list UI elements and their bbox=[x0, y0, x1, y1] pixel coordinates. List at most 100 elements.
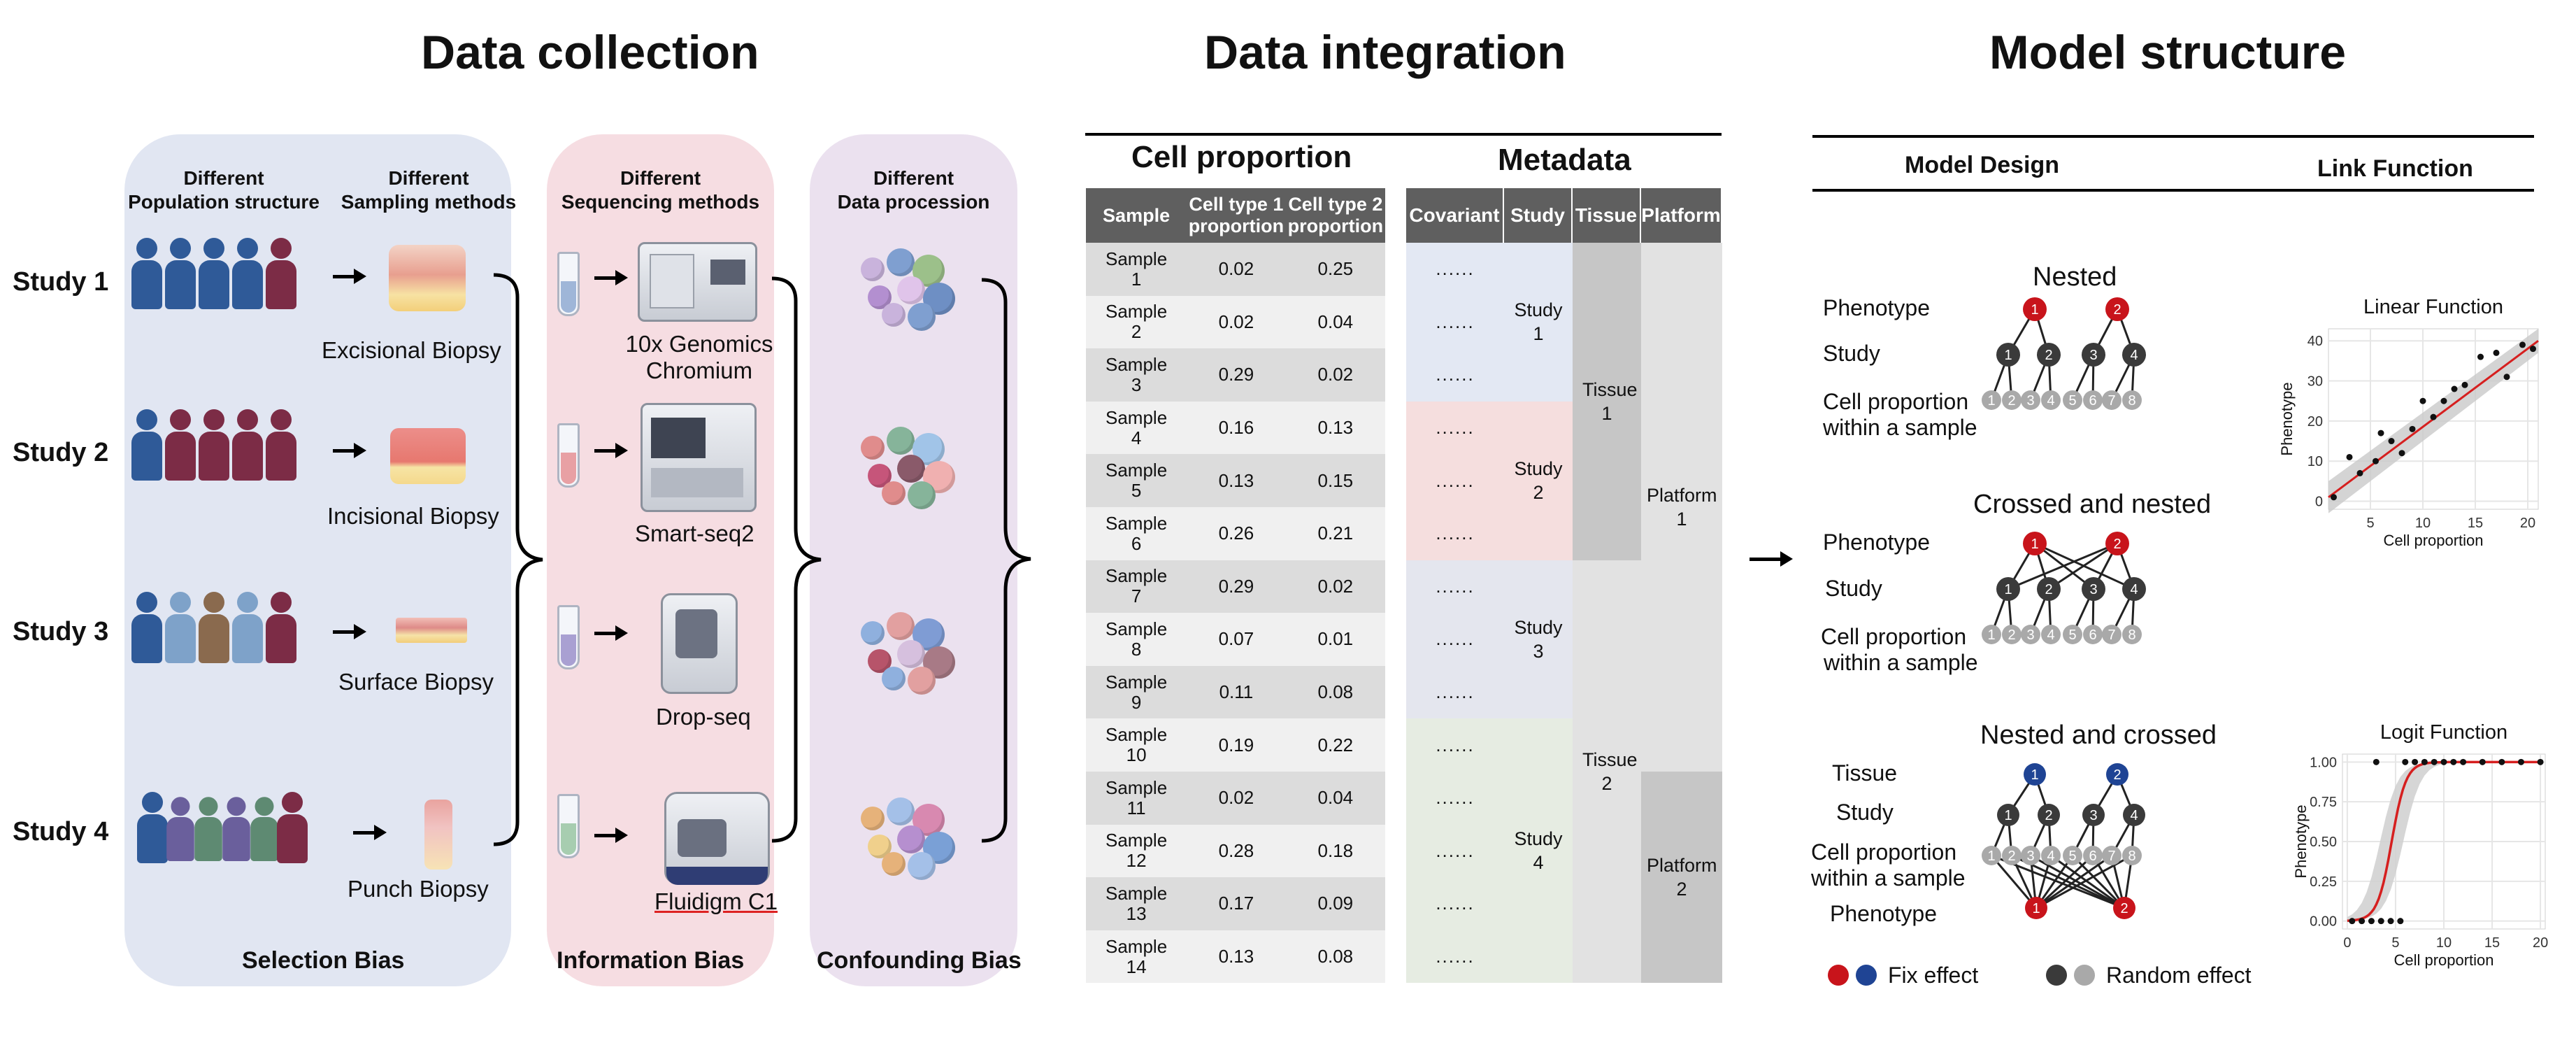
fix-effect-node: 2 bbox=[2113, 897, 2135, 919]
tree-edge bbox=[2071, 854, 2126, 909]
covariant-cell: ...... bbox=[1406, 877, 1504, 930]
data-integration-title: Data integration bbox=[1204, 26, 1566, 79]
person-icon bbox=[165, 592, 196, 665]
bracket-collection bbox=[493, 273, 543, 846]
proportion-cell: 0.29 bbox=[1187, 348, 1286, 402]
person-icon bbox=[137, 792, 168, 865]
random-effect-node: 1 bbox=[1996, 343, 2020, 367]
svg-text:1: 1 bbox=[2031, 767, 2038, 783]
nested-cell-label: Cell proportion within a sample bbox=[1823, 389, 1977, 440]
proportion-cell: 0.13 bbox=[1187, 930, 1286, 984]
data-point bbox=[2530, 346, 2536, 353]
svg-text:2: 2 bbox=[2045, 348, 2052, 363]
cell-icon bbox=[861, 436, 885, 460]
cn-cell-label: Cell proportion within a sample bbox=[1821, 624, 1978, 675]
random-effect-node: 1 bbox=[1997, 804, 2019, 826]
svg-text:4: 4 bbox=[2130, 348, 2138, 363]
person-icon bbox=[199, 409, 229, 483]
data-point bbox=[2373, 457, 2379, 464]
chart-title: Linear Function bbox=[2363, 296, 2503, 318]
confounding-bias-label: Confounding Bias bbox=[817, 947, 1022, 974]
proportion-cell: 0.09 bbox=[1285, 877, 1385, 930]
fix-effect-node: 1 bbox=[2024, 763, 2046, 786]
cell-icon bbox=[908, 303, 936, 331]
random-effect-node: 2 bbox=[2038, 804, 2060, 826]
person-icon bbox=[222, 797, 250, 863]
data-point bbox=[2461, 381, 2468, 388]
arrow-icon bbox=[353, 825, 387, 840]
covariant-cell: ...... bbox=[1406, 507, 1504, 560]
data-point bbox=[2419, 397, 2426, 404]
sample-name-cell: Sample 5 bbox=[1086, 454, 1187, 507]
covariant-cell: ...... bbox=[1406, 348, 1504, 402]
proportion-cell: 0.29 bbox=[1187, 560, 1286, 613]
table-row: Sample 9 0.11 0.08 bbox=[1086, 665, 1385, 719]
col-header-cell-type-1: Cell type 1 proportion bbox=[1187, 188, 1286, 243]
person-icon bbox=[166, 797, 194, 863]
table-row: Sample 6 0.26 0.21 bbox=[1086, 506, 1385, 560]
svg-text:4: 4 bbox=[2047, 393, 2054, 409]
nc-study-label: Study bbox=[1836, 800, 1894, 825]
col-header-sample: Sample bbox=[1086, 188, 1187, 243]
confidence-band bbox=[2328, 329, 2538, 513]
table-row: Sample 5 0.13 0.15 bbox=[1086, 454, 1385, 507]
x-tick-label: 20 bbox=[2533, 935, 2548, 951]
random-effect-node: 3 bbox=[2021, 390, 2040, 410]
sample-name-cell: Sample 7 bbox=[1086, 560, 1187, 613]
person-icon bbox=[131, 592, 162, 665]
excisional-biopsy-icon bbox=[389, 245, 466, 311]
cell-icon bbox=[887, 427, 915, 455]
link-function-header: Link Function bbox=[2317, 155, 2473, 182]
population-header: Different Population structure bbox=[128, 167, 320, 213]
svg-text:7: 7 bbox=[2108, 393, 2115, 409]
person-icon bbox=[199, 592, 229, 665]
study-group-cell: Study 2 bbox=[1504, 401, 1573, 560]
y-axis-label: Phenotype bbox=[2292, 804, 2310, 878]
svg-text:2: 2 bbox=[2113, 537, 2121, 552]
covariant-cell: ...... bbox=[1406, 243, 1504, 296]
random-effect-node: 6 bbox=[2083, 390, 2103, 410]
random-effect-node: 1 bbox=[1982, 846, 2001, 865]
platform-group-cell: Platform 1 bbox=[1641, 243, 1722, 772]
svg-text:1: 1 bbox=[2031, 537, 2038, 552]
arrow-icon bbox=[333, 269, 366, 284]
person-icon bbox=[266, 409, 296, 483]
tree-edge bbox=[2050, 854, 2125, 909]
table-row: Sample 13 0.17 0.09 bbox=[1086, 877, 1385, 930]
smart-seq2-machine-icon bbox=[641, 403, 757, 512]
cell-icon bbox=[908, 852, 936, 880]
smart-seq2-label: Smart-seq2 bbox=[635, 520, 754, 546]
random-effect-node: 8 bbox=[2122, 846, 2142, 865]
random-effect-node: 7 bbox=[2102, 625, 2121, 644]
random-effect-node: 4 bbox=[2123, 804, 2145, 826]
proportion-cell: 0.02 bbox=[1285, 560, 1385, 613]
data-point bbox=[2477, 353, 2484, 360]
table-row: Sample 12 0.28 0.18 bbox=[1086, 824, 1385, 878]
proportion-cell: 0.28 bbox=[1187, 824, 1286, 878]
model-structure-title: Model structure bbox=[1989, 26, 2347, 79]
tree-edge bbox=[2034, 542, 2094, 590]
selection-bias-label: Selection Bias bbox=[242, 947, 405, 974]
svg-text:2: 2 bbox=[2008, 393, 2015, 409]
svg-text:1: 1 bbox=[2004, 582, 2012, 597]
study-group-label: Study 4 bbox=[1514, 828, 1563, 874]
platform-group-label: Platform 2 bbox=[1647, 855, 1717, 900]
svg-text:1: 1 bbox=[1987, 627, 1995, 643]
person-icon bbox=[232, 238, 263, 311]
data-point bbox=[2498, 758, 2505, 765]
data-point bbox=[2440, 397, 2447, 404]
proportion-cell: 0.02 bbox=[1187, 771, 1286, 825]
fix-effect-node: 1 bbox=[2023, 532, 2047, 555]
table-row: Sample 1 0.02 0.25 bbox=[1086, 243, 1385, 296]
svg-text:3: 3 bbox=[2089, 582, 2097, 597]
data-point bbox=[2388, 438, 2395, 445]
study-2-label: Study 2 bbox=[13, 438, 109, 467]
meta-col-header-study: Study bbox=[1504, 188, 1573, 243]
data-point bbox=[2503, 374, 2510, 381]
nc-tissue-label: Tissue bbox=[1832, 760, 1898, 786]
data-point bbox=[2409, 425, 2416, 432]
random-effect-node: 3 bbox=[2082, 804, 2105, 826]
person-icon bbox=[266, 238, 296, 311]
study-group-cell: Study 3 bbox=[1504, 560, 1573, 719]
punch-biopsy-label: Punch Biopsy bbox=[348, 876, 489, 902]
